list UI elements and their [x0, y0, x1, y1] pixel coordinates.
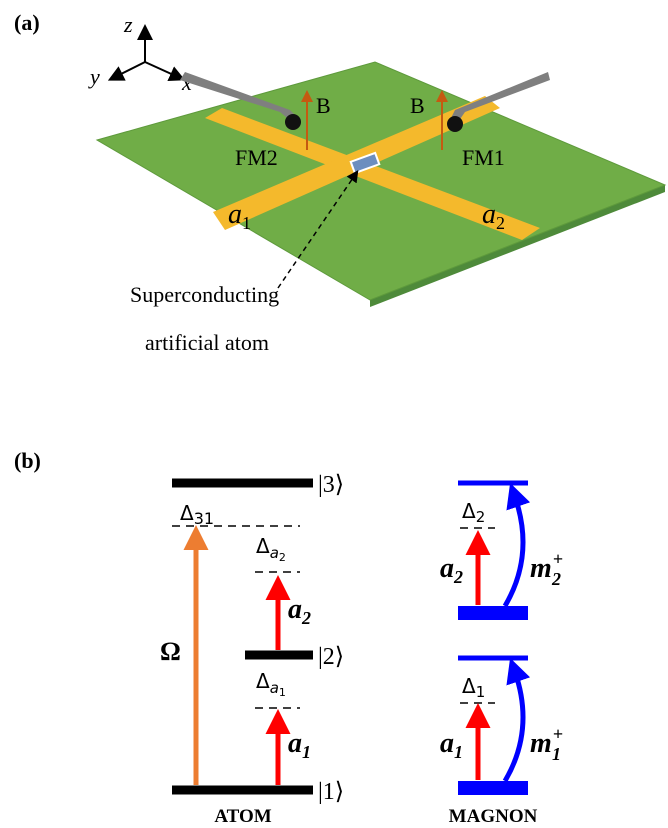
- text-part: 1: [302, 742, 311, 762]
- drive-label: a2: [440, 553, 463, 587]
- text-part: +: [553, 549, 563, 569]
- text-part: m: [530, 728, 552, 759]
- text-part: a: [288, 728, 302, 759]
- magnon-levels: [458, 483, 528, 788]
- text-part: Δ: [462, 499, 476, 523]
- text-part: a: [270, 544, 279, 562]
- text-part: a: [440, 553, 454, 584]
- text-part: a: [228, 199, 242, 230]
- text-part: 1: [476, 683, 486, 701]
- mode-label: m+1: [530, 724, 563, 764]
- text-part: 1: [279, 686, 286, 699]
- rabi-label: Ω: [160, 637, 181, 666]
- text-part: 2: [453, 567, 463, 587]
- level-label: |1⟩: [318, 779, 344, 805]
- level-label: |3⟩: [318, 472, 344, 498]
- axis-label: y: [88, 64, 100, 89]
- field-label: B: [410, 93, 425, 118]
- detuning-label: Δa1: [256, 669, 286, 699]
- drive-label: a1: [440, 728, 463, 762]
- panel-label: (a): [14, 10, 40, 35]
- detuning-label: Δ1: [462, 674, 485, 701]
- text-part: Δ: [180, 501, 194, 525]
- text-part: a: [440, 728, 454, 759]
- drive-label: a1: [288, 728, 311, 762]
- caption: MAGNON: [449, 806, 538, 827]
- detuning-label: Δ2: [462, 499, 485, 526]
- detuning-label: Δa2: [256, 534, 286, 564]
- atom-label: Superconducting: [130, 282, 279, 307]
- text-part: +: [553, 724, 563, 744]
- text-part: 2: [496, 213, 505, 233]
- fm-label: FM2: [235, 145, 278, 170]
- text-part: Δ: [256, 534, 270, 558]
- text-part: Δ: [256, 669, 270, 693]
- level-label: |2⟩: [318, 644, 344, 670]
- text-part: 2: [476, 508, 486, 526]
- atom-label: artificial atom: [145, 330, 269, 355]
- figure: (a) z y x B B FM2 FM1 a1 a2 Superconduct…: [0, 0, 668, 828]
- text-part: a: [270, 679, 279, 697]
- text-part: 1: [242, 213, 251, 233]
- chip: [97, 62, 665, 307]
- axis-label: z: [123, 12, 133, 37]
- text-part: a: [288, 594, 302, 625]
- text-part: 1: [454, 742, 463, 762]
- text-part: a: [482, 199, 496, 230]
- text-part: 2: [279, 551, 286, 564]
- text-part: Δ: [462, 674, 476, 698]
- text-part: m: [530, 553, 552, 584]
- panel-label: (b): [14, 448, 41, 473]
- caption: ATOM: [214, 806, 271, 827]
- text-part: 1: [552, 744, 561, 764]
- text-part: 2: [551, 569, 561, 589]
- field-label: B: [316, 93, 331, 118]
- text-part: 2: [301, 608, 311, 628]
- axes: [115, 32, 178, 77]
- detuning-label: Δ31: [180, 501, 214, 528]
- drive-label: a2: [288, 594, 311, 628]
- mode-label: m+2: [530, 549, 563, 589]
- text-part: 31: [194, 509, 214, 528]
- fm-label: FM1: [462, 145, 505, 170]
